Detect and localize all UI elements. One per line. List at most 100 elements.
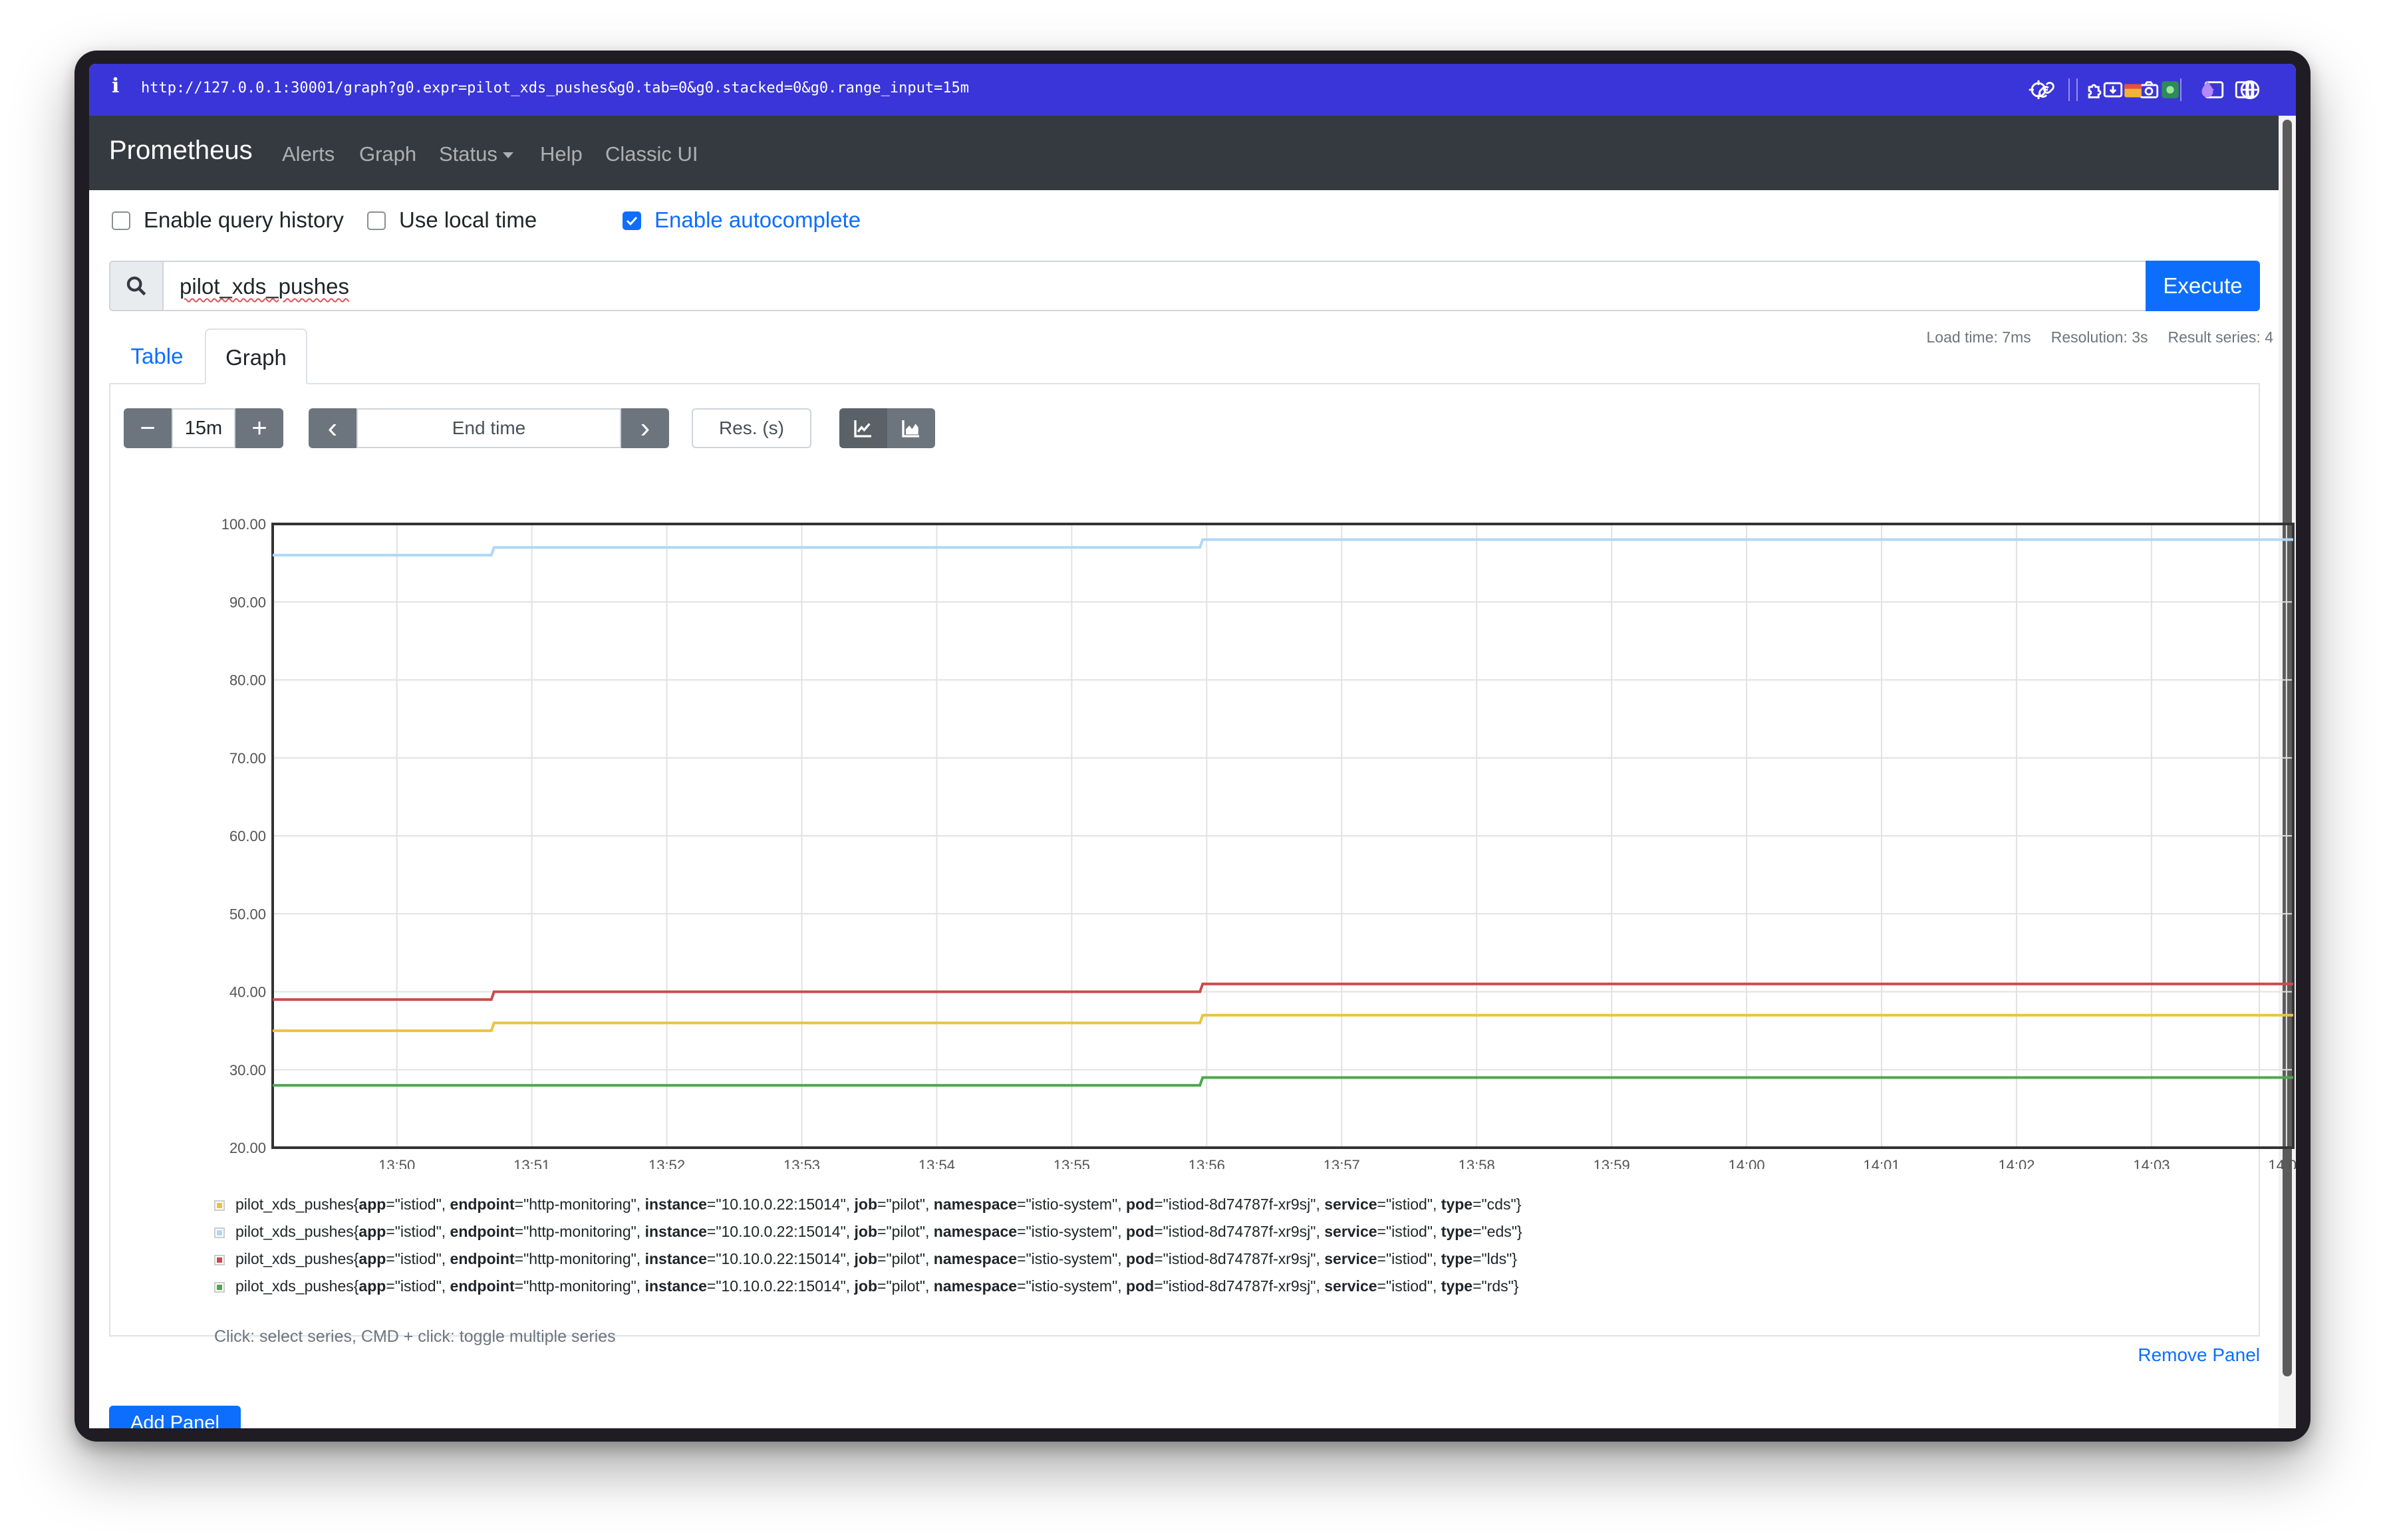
legend-label-key: instance: [644, 1196, 707, 1213]
browser-toolbar-right: [2018, 64, 2296, 116]
drop-icon[interactable]: [2196, 78, 2219, 101]
screenshot-icon[interactable]: [2102, 78, 2124, 101]
x-tick-label: 14:01: [1864, 1157, 1900, 1169]
legend-hint: Click: select series, CMD + click: toggl…: [214, 1327, 616, 1346]
legend-label-key: instance: [644, 1250, 707, 1267]
info-icon[interactable]: i: [112, 74, 120, 98]
legend-label-key: instance: [644, 1277, 707, 1295]
legend-label-key: endpoint: [450, 1196, 515, 1213]
series-line-rds[interactable]: [273, 1076, 2293, 1087]
checkmark-icon: [626, 216, 638, 226]
legend-label-value: ="pilot",: [877, 1223, 934, 1240]
unstacked-button[interactable]: [839, 408, 887, 448]
query-history-checkbox[interactable]: [112, 211, 130, 230]
legend-label-value: ="istiod-8d74787f-xr9sj",: [1154, 1250, 1325, 1267]
nav-alerts[interactable]: Alerts: [282, 142, 335, 166]
area-chart-icon: [902, 420, 919, 438]
legend-label-value: ="istio-system",: [1017, 1250, 1127, 1267]
legend-label-value: ="istiod",: [1377, 1277, 1441, 1295]
load-time: Load time: 7ms: [1926, 328, 2031, 346]
legend-metric-name: pilot_xds_pushes{: [235, 1223, 359, 1240]
nav-graph[interactable]: Graph: [359, 142, 417, 166]
series-line-eds[interactable]: [273, 538, 2293, 557]
legend-label-value: ="pilot",: [877, 1196, 934, 1213]
nav-help[interactable]: Help: [540, 142, 583, 166]
x-tick-label: 13:53: [783, 1157, 820, 1169]
tab-divider: [109, 383, 2260, 384]
extensions-icon[interactable]: [2084, 78, 2107, 101]
x-tick-label: 13:52: [648, 1157, 685, 1169]
legend-label-key: type: [1441, 1250, 1473, 1267]
url-bar: i http://127.0.0.1:30001/graph?g0.expr=p…: [89, 64, 2296, 116]
autocomplete-checkbox[interactable]: [623, 211, 641, 230]
y-tick-label: 20.00: [229, 1140, 266, 1156]
y-tick-label: 60.00: [229, 828, 266, 844]
legend-label-value: ="pilot",: [877, 1277, 934, 1295]
legend-label-value: ="istiod",: [386, 1277, 450, 1295]
line-chart-icon: [854, 420, 871, 438]
vertical-scrollbar[interactable]: [2279, 116, 2296, 1428]
range-decrease-button[interactable]: −: [124, 408, 172, 448]
legend-label-key: namespace: [933, 1250, 1018, 1267]
legend-label-value: ="10.10.0.22:15014",: [706, 1277, 855, 1295]
legend-label-value: ="rds"}: [1473, 1277, 1519, 1295]
y-tick-label: 40.00: [229, 984, 266, 1001]
resolution-input[interactable]: Res. (s): [692, 408, 811, 448]
autocomplete-label[interactable]: Enable autocomplete: [654, 207, 861, 232]
toolbar-separator: [2180, 78, 2181, 101]
legend-label-key: service: [1324, 1223, 1377, 1240]
legend-label-key: namespace: [933, 1277, 1018, 1295]
query-history-label[interactable]: Enable query history: [144, 207, 344, 232]
series-line-cds[interactable]: [273, 1013, 2293, 1033]
end-time-next-button[interactable]: ›: [621, 408, 669, 448]
legend-label-value: ="pilot",: [877, 1250, 934, 1267]
local-time-label[interactable]: Use local time: [399, 207, 537, 232]
remove-panel-link[interactable]: Remove Panel: [2138, 1345, 2260, 1365]
box-icon[interactable]: [2122, 78, 2144, 101]
end-time-input[interactable]: End time: [356, 408, 621, 448]
local-time-checkbox[interactable]: [367, 211, 386, 230]
time-series-chart[interactable]: 100.00 90.00 80.00 70.00 60.00 50.00 40.00 30.0…: [126, 504, 2296, 1169]
resolution: Resolution: 3s: [2050, 328, 2148, 346]
scrollbar-thumb[interactable]: [2283, 120, 2292, 1376]
expression-input[interactable]: pilot_xds_pushes: [162, 261, 2195, 311]
series-line-lds[interactable]: [273, 982, 2293, 1001]
legend-label-value: ="istio-system",: [1017, 1277, 1127, 1295]
x-tick-label: 13:50: [378, 1157, 415, 1169]
range-input[interactable]: 15m: [172, 408, 235, 448]
tab-graph[interactable]: Graph: [205, 328, 307, 384]
range-increase-button[interactable]: +: [235, 408, 283, 448]
legend-label-key: pod: [1126, 1223, 1155, 1240]
legend-label-value: ="istiod-8d74787f-xr9sj",: [1154, 1196, 1325, 1213]
link-icon[interactable]: [2035, 78, 2058, 101]
stacked-button[interactable]: [887, 408, 935, 448]
legend-label-value: ="istiod",: [386, 1223, 450, 1240]
legend-label-key: service: [1324, 1196, 1377, 1213]
result-series: Result series: 4: [2168, 328, 2273, 346]
tab-table[interactable]: Table: [130, 344, 184, 368]
legend-label-value: ="istiod",: [1377, 1250, 1441, 1267]
execute-button[interactable]: Execute: [2146, 261, 2260, 311]
y-tick-label: 70.00: [229, 750, 266, 767]
sidebar-icon[interactable]: [2233, 78, 2256, 101]
nav-status-label: Status: [439, 142, 497, 166]
legend-swatch: [214, 1200, 225, 1211]
query-stats: Load time: 7ms Resolution: 3s Result serie…: [1906, 328, 2273, 346]
brand-logo[interactable]: Prometheus: [109, 136, 253, 165]
legend-label-value: ="istiod",: [1377, 1196, 1441, 1213]
legend-label-value: ="istiod",: [1377, 1223, 1441, 1240]
legend-label-value: ="10.10.0.22:15014",: [706, 1223, 855, 1240]
x-tick-label: 14:00: [1729, 1157, 1765, 1169]
legend-label-key: service: [1324, 1250, 1377, 1267]
url-text[interactable]: http://127.0.0.1:30001/graph?g0.expr=pil…: [141, 80, 970, 96]
device-frame: i http://127.0.0.1:30001/graph?g0.expr=p…: [74, 51, 2311, 1442]
bug-icon[interactable]: [2159, 78, 2181, 101]
nav-classic-ui[interactable]: Classic UI: [605, 142, 698, 166]
legend-swatch-fill: [217, 1230, 222, 1235]
nav-status[interactable]: Status: [439, 142, 513, 166]
crosshair-icon[interactable]: [2027, 78, 2050, 101]
add-panel-button[interactable]: Add Panel: [109, 1406, 241, 1428]
top-navbar: Prometheus Alerts Graph Status Help Clas…: [89, 116, 2296, 190]
legend-label-value: ="istiod-8d74787f-xr9sj",: [1154, 1277, 1325, 1295]
end-time-prev-button[interactable]: ‹: [309, 408, 356, 448]
